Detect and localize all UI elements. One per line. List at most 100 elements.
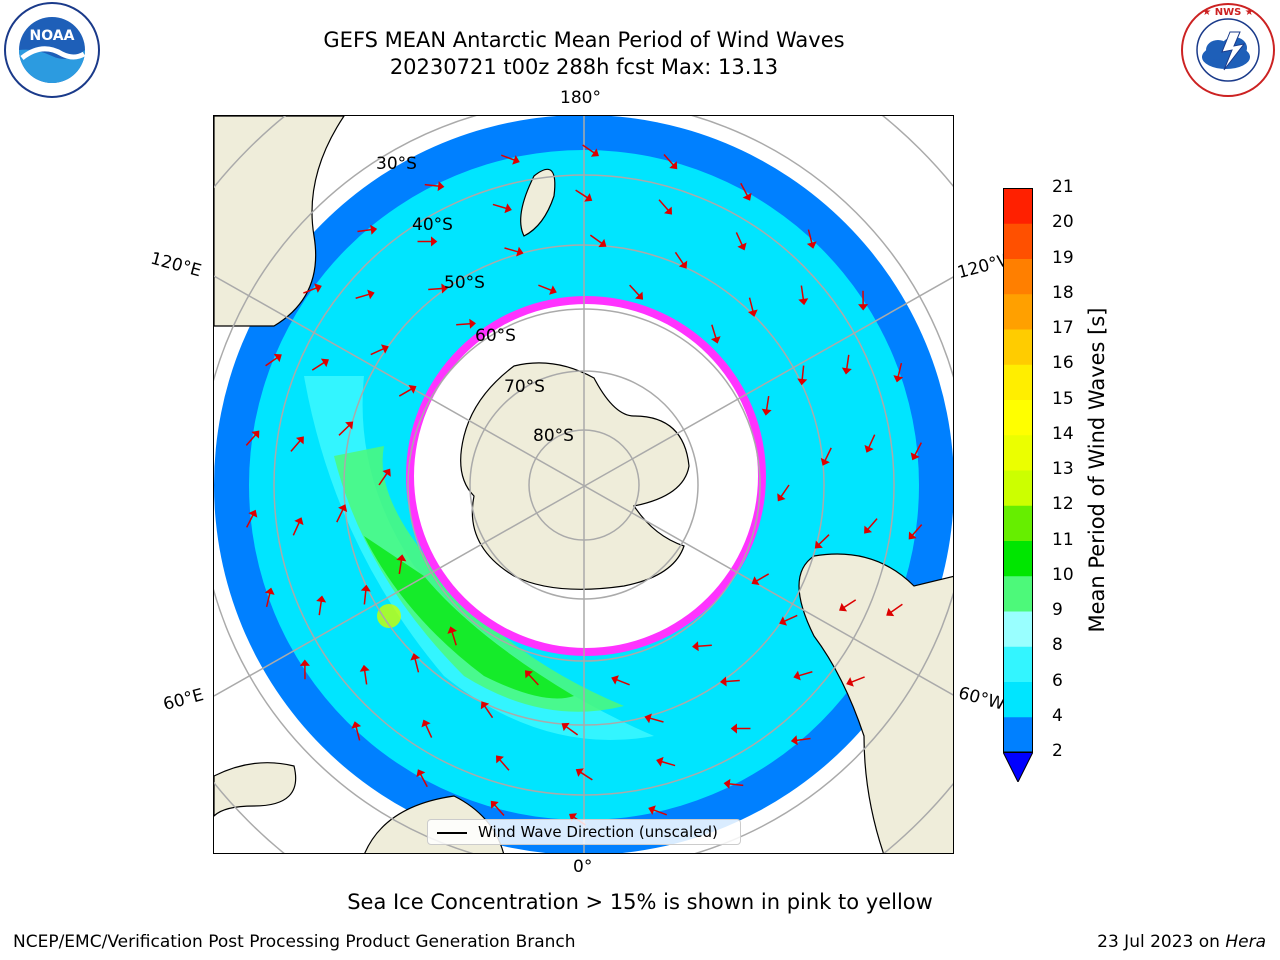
wind-arrow [711, 324, 717, 339]
wind-arrow-head [846, 677, 854, 687]
colorbar-segment [1003, 188, 1033, 224]
wind-arrow-head [692, 641, 699, 652]
wind-arrow [398, 388, 412, 397]
wind-arrow [661, 760, 676, 767]
wind-arrow [499, 759, 510, 771]
footer-date: 23 Jul 2023 on Hera [1097, 932, 1266, 952]
lat-label-50s: 50°S [444, 273, 485, 293]
wind-arrow [428, 287, 443, 291]
wind-arrow [846, 354, 850, 369]
wind-arrow [501, 154, 515, 161]
colorbar-tick-label: 12 [1052, 494, 1074, 515]
wind-arrow-head [561, 722, 570, 732]
land-new-zealand [520, 168, 556, 237]
wind-arrow-head [664, 206, 673, 215]
colorbar-tick-label: 9 [1052, 600, 1063, 620]
wind-arrow-head [295, 436, 304, 445]
colorbar-segment [1003, 575, 1033, 612]
wind-arrow [616, 679, 630, 686]
wind-arrow [363, 670, 368, 685]
wind-arrow [653, 809, 667, 816]
colorbar [1003, 188, 1033, 782]
wind-arrow [780, 484, 790, 497]
wind-arrow [370, 348, 384, 356]
wind-arrow-head [720, 676, 727, 687]
wind-arrow-head [469, 318, 476, 329]
nws-logo: ★ NWS ★ [1181, 3, 1275, 97]
wind-arrow [798, 671, 813, 677]
lat-label-80s: 80°S [533, 426, 574, 446]
wind-arrow-head [611, 675, 619, 685]
wind-arrow-head [273, 353, 282, 363]
wind-arrow [674, 251, 684, 265]
wind-arrow-head [710, 336, 721, 344]
colorbar-segment [1003, 364, 1033, 400]
wind-arrow [824, 447, 832, 461]
polar-map-svg: 30°S 40°S 50°S 60°S 70°S 80°S [214, 116, 953, 853]
lat-label-30s: 30°S [376, 154, 417, 174]
wind-arrow [494, 804, 505, 816]
wind-arrow [425, 724, 433, 738]
wind-arrow-head [893, 375, 904, 383]
wind-arrow-head [798, 298, 809, 306]
wind-arrow [589, 234, 603, 244]
wind-arrow-head [737, 242, 747, 251]
legend-line-swatch [437, 832, 467, 834]
wind-arrow-head [742, 192, 752, 201]
wind-arrow [697, 644, 712, 648]
wind-arrow [868, 434, 876, 448]
colorbar-segment [1003, 681, 1033, 718]
wind-arrow-head [320, 358, 329, 368]
wind-arrow-head [367, 289, 375, 300]
wind-arrow [658, 199, 669, 211]
colorbar-tick-label: 4 [1052, 705, 1063, 726]
wind-arrow-head [294, 517, 304, 526]
wind-arrow [492, 203, 507, 210]
wind-arrow-head [806, 241, 817, 249]
wind-arrow-head [370, 224, 378, 235]
wind-arrow [265, 593, 271, 608]
wind-arrow-head [669, 161, 678, 170]
colorbar-segment [1003, 258, 1033, 295]
wind-arrow [735, 232, 743, 246]
wind-arrow-head [864, 525, 873, 534]
wind-arrow-head [382, 468, 391, 477]
wind-arrow-head [524, 670, 533, 679]
wind-arrow [355, 293, 370, 299]
wind-arrow [451, 631, 457, 646]
wind-arrow-head [841, 367, 852, 375]
wind-arrow-head [575, 768, 584, 777]
wind-arrow-head [264, 587, 275, 595]
noaa-logo-text: NOAA [30, 28, 75, 44]
wind-arrow [424, 183, 439, 187]
wind-arrow-head [345, 421, 354, 430]
colorbar-segment [1003, 540, 1033, 577]
wind-arrow [890, 603, 903, 613]
colorbar-tick-label: 20 [1052, 212, 1074, 233]
wind-arrow [765, 395, 770, 411]
colorbar-tick-label: 13 [1052, 459, 1074, 479]
wind-arrow-head [797, 378, 808, 386]
wind-arrow [649, 717, 664, 723]
wind-arrow [303, 287, 317, 294]
wind-arrow-head [338, 504, 348, 513]
wind-arrow-head [359, 664, 370, 672]
wind-arrow-head [314, 283, 322, 293]
wind-arrow-head [360, 584, 371, 592]
wind-arrow [355, 726, 361, 741]
wind-arrow-head [886, 607, 895, 617]
wind-arrow [851, 676, 865, 683]
lat-label-70s: 70°S [504, 377, 545, 397]
colorbar-segment [1003, 399, 1033, 436]
wind-arrow-head [598, 238, 607, 248]
wind-arrow [318, 601, 322, 616]
wind-arrow-head [516, 246, 524, 257]
wind-arrow-head [549, 285, 557, 295]
wind-arrow [565, 726, 579, 736]
wind-arrow-head [864, 444, 874, 453]
colorbar-segment [1003, 470, 1033, 506]
wind-arrow [311, 361, 325, 371]
land-antarctica [460, 362, 690, 590]
wind-arrow-head [751, 576, 760, 586]
colorbar-tick-label: 18 [1052, 282, 1074, 303]
